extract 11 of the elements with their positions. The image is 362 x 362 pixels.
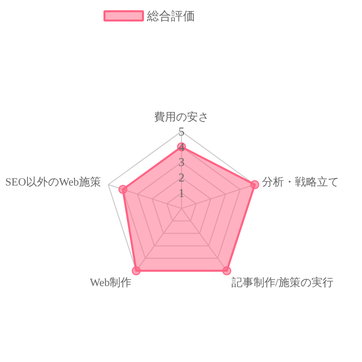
spoke-label: 記事制作/施策の実行	[231, 276, 334, 289]
y-tick-label: 1	[178, 186, 184, 200]
spoke-label: 費用の安さ	[154, 110, 209, 124]
spoke-label: SEO以外のWeb施策	[5, 175, 101, 188]
y-tick-label: 5	[178, 124, 184, 138]
legend-label: 総合評価	[146, 8, 195, 23]
spoke-label: Web制作	[90, 276, 132, 289]
spoke-label: 分析・戦略立て	[262, 175, 340, 188]
y-tick-label: 4	[178, 140, 184, 154]
y-tick-label: 3	[178, 155, 184, 170]
y-tick-label: 2	[178, 170, 184, 185]
